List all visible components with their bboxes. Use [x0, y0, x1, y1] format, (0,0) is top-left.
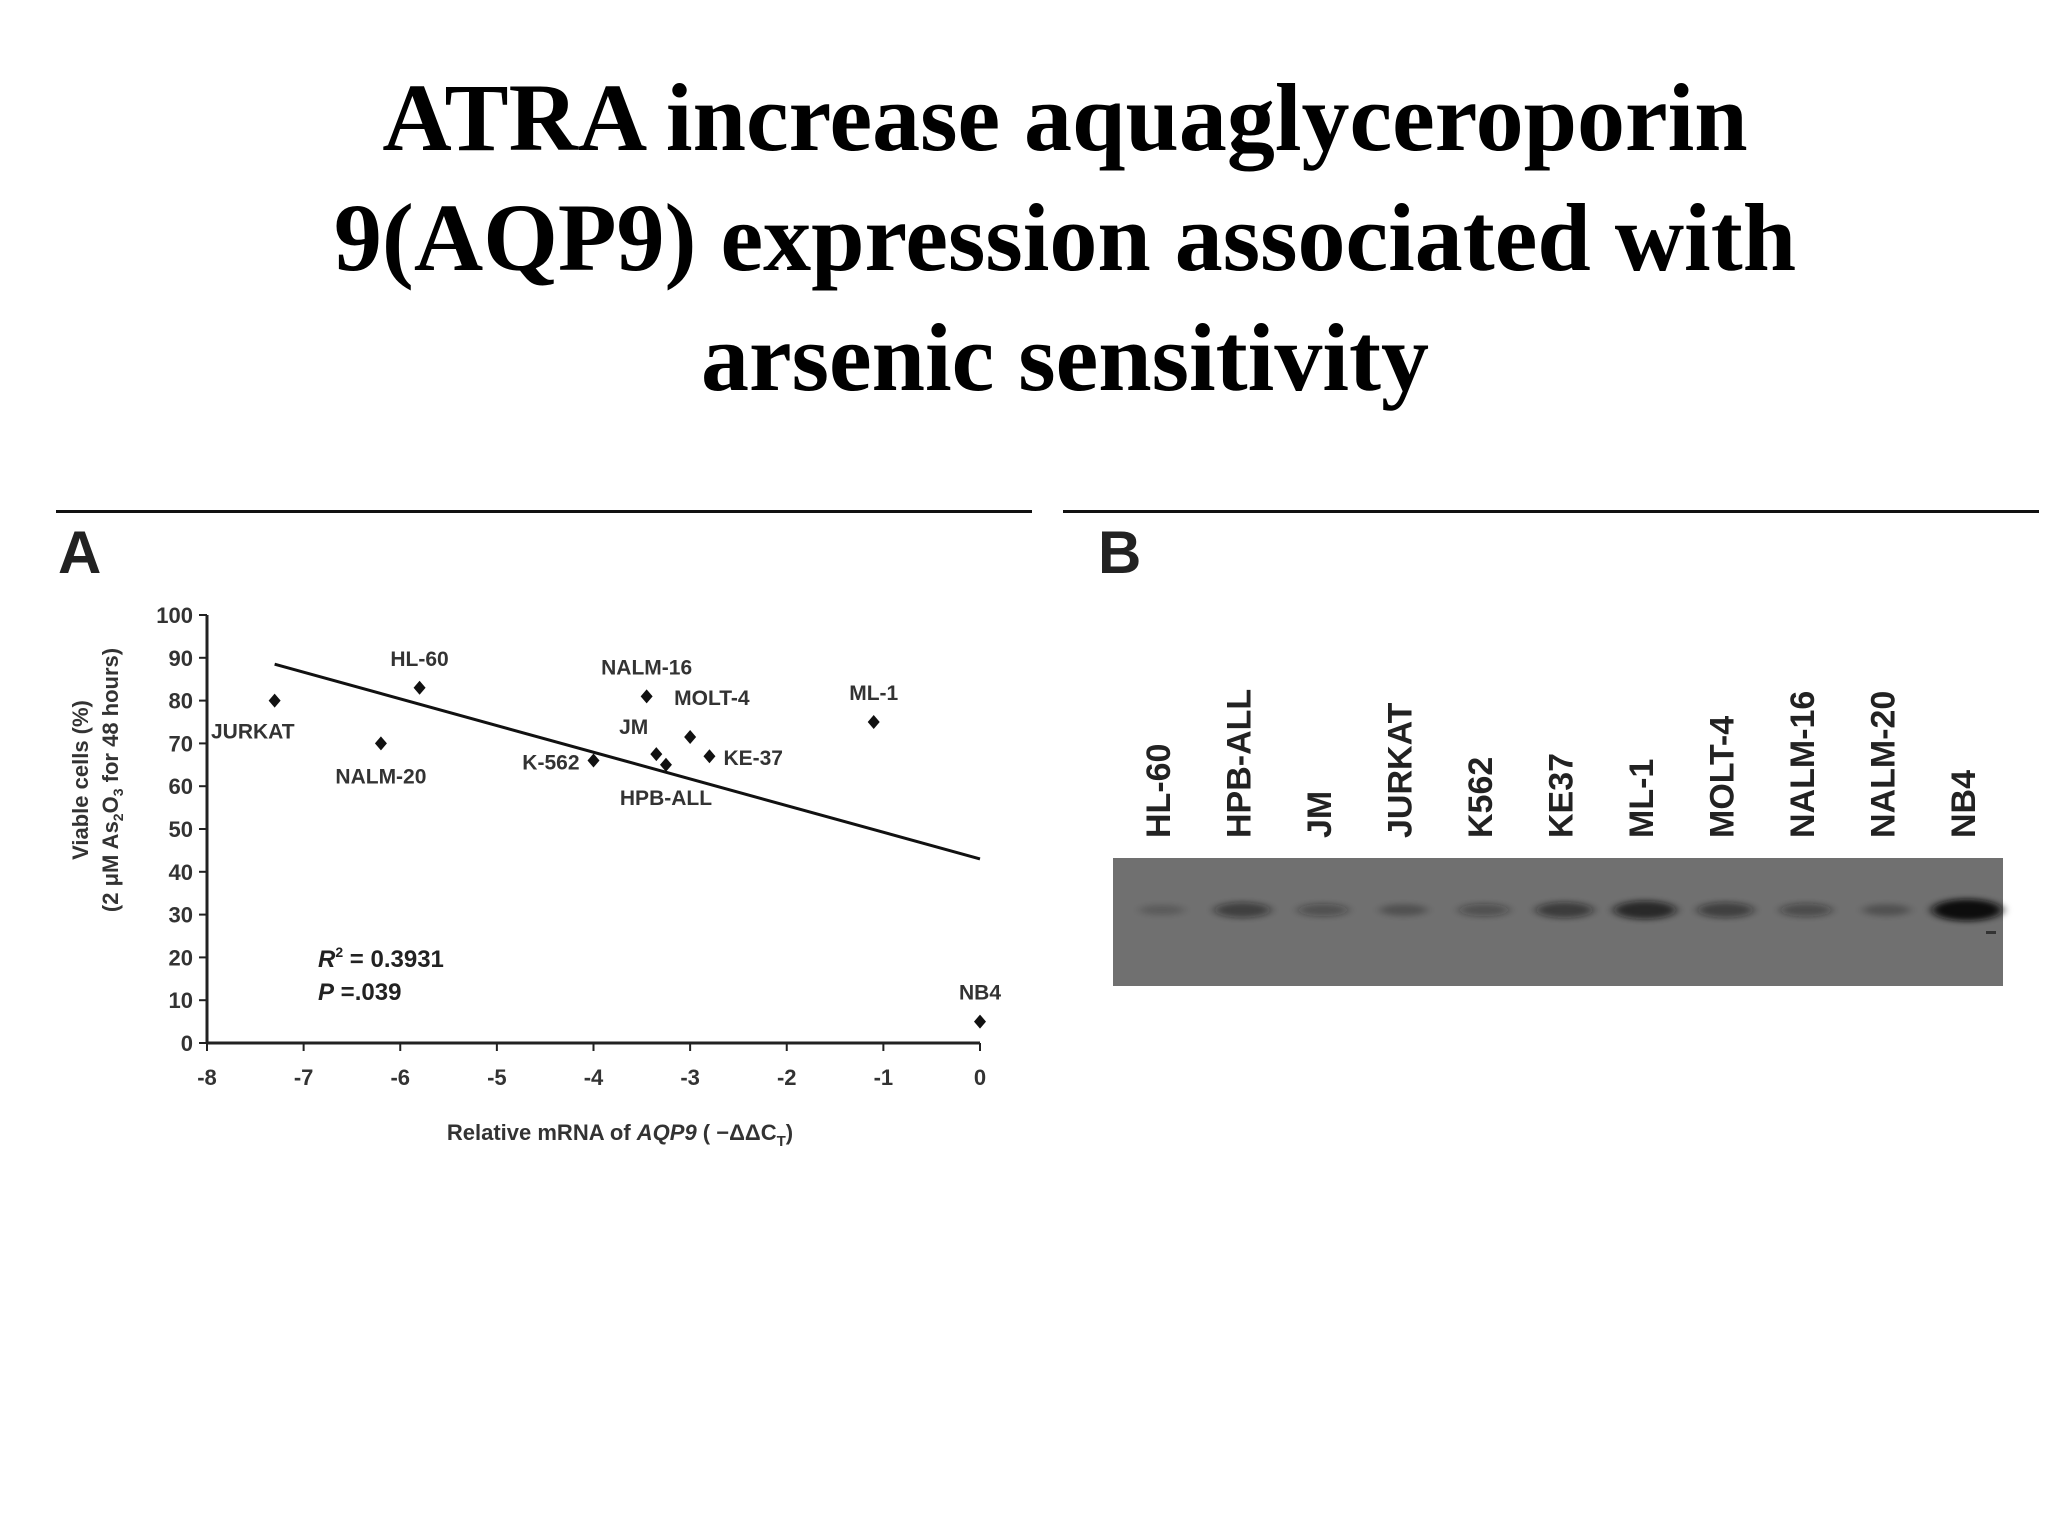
point-label: MOLT-4	[674, 687, 750, 710]
panel-b-divider	[1063, 510, 2039, 513]
blot-band	[1862, 904, 1911, 916]
lane-label: HPB-ALL	[1221, 689, 1259, 838]
y-tick-label: 40	[169, 860, 193, 885]
blot-band	[1214, 902, 1271, 918]
point-label: K-562	[522, 752, 579, 775]
point-label: HPB-ALL	[620, 787, 712, 810]
blot-band	[1297, 903, 1349, 917]
blot-band	[1780, 903, 1832, 917]
point-label: JM	[619, 716, 648, 739]
point-labels: JURKAT HL-60 NALM-20 K-562 NALM-16 JM HPB-ALL M…	[211, 648, 1001, 1005]
blot-band	[1458, 903, 1510, 917]
title-line-1: ATRA increase aquaglyceroporin	[382, 64, 1748, 171]
data-points	[268, 680, 986, 1029]
blot-membrane	[1113, 858, 2003, 986]
y-tick-label: 100	[156, 603, 193, 628]
data-point	[374, 736, 387, 751]
trendline	[274, 662, 981, 861]
panel-a-divider	[56, 510, 1032, 513]
x-tick-label: -7	[294, 1065, 314, 1090]
lane-label: K562	[1462, 757, 1500, 838]
blot-band	[1536, 902, 1593, 918]
x-tick-label: -5	[487, 1065, 507, 1090]
data-point	[413, 680, 426, 695]
y-tick-label: 20	[169, 945, 193, 970]
point-label: ML-1	[849, 682, 898, 705]
lane-label: JURKAT	[1382, 702, 1420, 838]
lane-label: ML-1	[1623, 759, 1661, 838]
point-label: NB4	[959, 982, 1001, 1005]
point-label: NALM-20	[335, 765, 426, 788]
data-point	[659, 757, 672, 772]
y-tick-label: 80	[169, 689, 193, 714]
point-label: KE-37	[723, 747, 783, 770]
p-value-annotation: P =.039	[318, 979, 401, 1006]
y-tick-label: 0	[181, 1031, 193, 1056]
blot-band	[1932, 899, 2002, 921]
lane-label: NALM-20	[1865, 691, 1903, 838]
data-point	[640, 689, 653, 704]
y-tick-label: 60	[169, 774, 193, 799]
y-tick-label: 50	[169, 817, 193, 842]
point-label: HL-60	[390, 648, 448, 671]
data-point	[703, 749, 716, 764]
lane-label: NB4	[1945, 770, 1983, 838]
r-squared-annotation: R2 = 0.3931	[318, 944, 444, 973]
blot-band	[1379, 904, 1428, 916]
blot-marker-tick	[1986, 931, 1996, 934]
blot-bands	[1139, 899, 2002, 921]
title-line-3: arsenic sensitivity	[701, 304, 1429, 411]
lane-label: MOLT-4	[1704, 716, 1742, 838]
data-point	[268, 693, 281, 708]
y-tick-label: 10	[169, 988, 193, 1013]
x-tick-label: -1	[874, 1065, 894, 1090]
data-point	[974, 1014, 986, 1029]
slide-title: ATRA increase aquaglyceroporin 9(AQP9) e…	[100, 58, 2030, 418]
panel-b-label: B	[1098, 519, 1142, 586]
data-point	[650, 747, 663, 762]
x-tick-label: -3	[680, 1065, 700, 1090]
blot-band	[1613, 900, 1677, 920]
lane-label: KE37	[1543, 753, 1581, 838]
y-tick-label: 90	[169, 646, 193, 671]
chart-axes	[199, 614, 981, 1051]
x-tick-label: -8	[197, 1065, 217, 1090]
point-label: NALM-16	[601, 656, 692, 679]
data-point	[867, 715, 880, 729]
x-tick-label: -2	[777, 1065, 797, 1090]
y-tick-label: 70	[169, 731, 193, 756]
point-label: JURKAT	[211, 721, 295, 744]
title-line-2: 9(AQP9) expression associated with	[333, 184, 1797, 291]
x-tick-label: -6	[390, 1065, 410, 1090]
data-point	[684, 729, 697, 744]
y-tick-label: 30	[169, 903, 193, 928]
x-axis-title: Relative mRNA of AQP9 ( −ΔΔCT)	[447, 1120, 793, 1150]
x-tick-label: 0	[974, 1065, 986, 1090]
data-point	[587, 753, 600, 768]
y-axis-title: Viable cells (%)	[68, 700, 93, 860]
tick-labels: -8 -7 -6 -5 -4 -3 -2 -1 0 0 10 20 30 40 50 60 70 80 90 100	[156, 603, 986, 1090]
lane-labels: HL-60 HPB-ALL JM JURKAT K562 KE37 ML-1 MOLT-4 NA…	[1140, 689, 1983, 838]
lane-label: NALM-16	[1784, 691, 1822, 838]
x-tick-label: -4	[584, 1065, 604, 1090]
panel-a-label: A	[58, 519, 102, 586]
blot-band	[1697, 902, 1754, 918]
lane-label: JM	[1301, 791, 1339, 838]
y-axis-subtitle: (2 μM As2O3 for 48 hours)	[98, 648, 126, 912]
lane-label: HL-60	[1140, 744, 1178, 838]
blot-band	[1139, 904, 1185, 916]
